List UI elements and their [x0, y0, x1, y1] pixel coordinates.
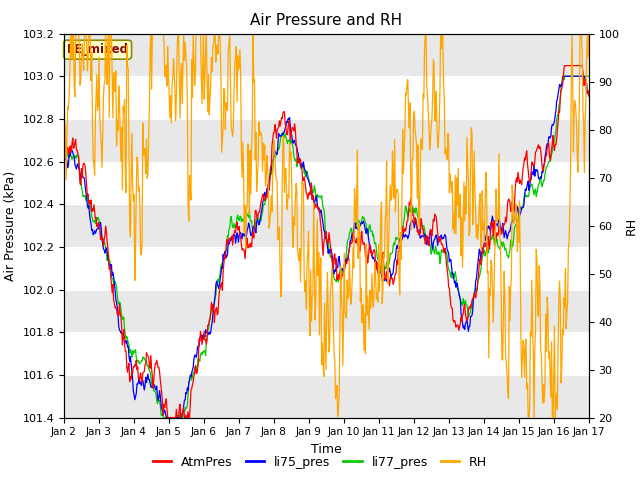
X-axis label: Time: Time	[311, 443, 342, 456]
Bar	[64, 375, 589, 418]
Legend: AtmPres, li75_pres, li77_pres, RH: AtmPres, li75_pres, li77_pres, RH	[148, 451, 492, 474]
Bar	[64, 204, 589, 247]
Bar	[64, 34, 589, 76]
Text: EE_mixed: EE_mixed	[67, 43, 129, 56]
Y-axis label: Air Pressure (kPa): Air Pressure (kPa)	[4, 170, 17, 281]
Title: Air Pressure and RH: Air Pressure and RH	[250, 13, 403, 28]
Y-axis label: RH: RH	[625, 216, 638, 235]
Bar	[64, 289, 589, 332]
Bar	[64, 119, 589, 162]
